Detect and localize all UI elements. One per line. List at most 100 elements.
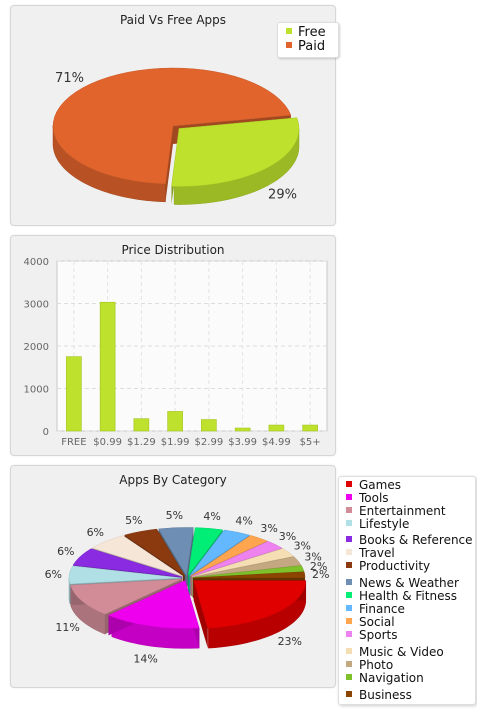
chart-title: Apps By Category: [119, 473, 227, 487]
y-tick-label: 2000: [24, 342, 49, 353]
legend-item-entertainment: Entertainment: [346, 505, 446, 518]
legend-label: Health & Fitness: [359, 589, 457, 603]
pie-data-label: 4%: [203, 510, 220, 523]
legend-swatch: [346, 631, 352, 637]
chart-title: Price Distribution: [121, 243, 225, 257]
bar-free: [66, 356, 82, 432]
x-tick-label: $2.99: [195, 437, 224, 448]
pie-slice-entertainment: [70, 578, 182, 615]
legend-item-finance: Finance: [346, 603, 405, 616]
pie-slice-navigation: [192, 565, 305, 578]
legend-label: Games: [359, 478, 401, 492]
x-tick-label: FREE: [61, 437, 86, 448]
x-tick-label: $5+: [300, 437, 321, 448]
pie-slice-travel: [91, 535, 184, 577]
x-tick-label: $1.29: [127, 437, 156, 448]
legend-label: Navigation: [359, 671, 424, 685]
bar-5: [302, 424, 318, 432]
pie-slice-sports: [191, 541, 283, 577]
pie-slice-finance: [189, 529, 251, 576]
legend-item-sports: Sports: [346, 629, 397, 642]
paid-free-pie-chart: 29% 71%: [52, 67, 300, 205]
legend-swatch: [346, 481, 352, 487]
legend-label: Business: [359, 688, 412, 702]
price-bar-chart: 0 1000 2000 3000 4000 FREE $0.99 $1.29 $1.99 $2.9…: [24, 257, 328, 448]
legend-swatch: [346, 536, 352, 542]
legend-swatch: [346, 674, 352, 680]
legend-label: Entertainment: [359, 504, 446, 518]
legend-label: Travel: [359, 546, 395, 560]
paid-free-legend: Free Paid: [277, 22, 339, 58]
y-tick-label: 1000: [24, 385, 49, 396]
pie-data-label: 29%: [268, 187, 297, 202]
legend-item-lifestyle: Lifestyle: [346, 518, 409, 531]
legend-label: Free: [298, 25, 326, 40]
legend-item-tools: Tools: [346, 492, 389, 505]
pie-data-label: 6%: [45, 568, 62, 581]
legend-swatch: [346, 605, 352, 611]
y-tick-label: 0: [43, 427, 49, 438]
legend-label: Books & Reference: [359, 533, 473, 547]
legend-swatch: [346, 562, 352, 568]
bar-1-29: [133, 418, 150, 432]
legend-label: Finance: [359, 602, 405, 616]
pie-data-label: 11%: [55, 621, 79, 634]
legend-swatch: [346, 648, 352, 654]
x-tick-label: $3.99: [228, 437, 257, 448]
pie-slice-photo: [192, 556, 302, 578]
pie-data-label: 23%: [278, 635, 302, 648]
legend-label: Productivity: [359, 559, 431, 573]
legend-item-navigation: Navigation: [346, 672, 424, 685]
legend-item-business: Business: [346, 689, 412, 702]
legend-swatch: [346, 579, 352, 585]
pie-slice-health-fitness: [187, 527, 224, 576]
pie-slice-tools: [107, 580, 200, 629]
pie-data-label: 3%: [294, 540, 311, 553]
bar-2-99: [201, 419, 217, 432]
bar-0-99: [99, 301, 116, 432]
paid-free-chart-panel: Paid Vs Free Apps 29% 71% Free Paid: [10, 5, 339, 226]
bar-1-99: [167, 411, 183, 432]
pie-data-label: 6%: [57, 545, 74, 558]
pie-data-label: 6%: [87, 526, 104, 539]
legend-label: Tools: [359, 491, 389, 505]
pie-data-label: 71%: [55, 71, 84, 86]
legend-swatch: [286, 42, 292, 48]
pie-slice-wall: [193, 580, 208, 649]
legend-label: Photo: [359, 658, 394, 672]
pie-data-label: 5%: [125, 514, 142, 527]
bar-4-99: [268, 424, 285, 432]
legend-item-music-video: Music & Video: [346, 646, 444, 659]
legend-item-books-reference: Books & Reference: [346, 534, 473, 547]
legend-swatch: [286, 28, 292, 34]
category-chart-panel: Apps By Category 23% 14% 11% 6% 6% 6% 5% 5% 4% 4%…: [10, 465, 336, 688]
legend-swatch: [346, 691, 352, 697]
legend-label: Lifestyle: [359, 517, 410, 531]
y-tick-label: 4000: [24, 257, 49, 268]
pie-slice-social: [190, 535, 268, 577]
pie-data-label: 3%: [260, 522, 277, 535]
legend-swatch: [346, 520, 352, 526]
pie-slice-music-video: [192, 548, 295, 577]
bar-3-99: [234, 427, 251, 432]
y-tick-label: 3000: [24, 300, 49, 311]
pie-data-label: 14%: [133, 652, 157, 665]
legend-swatch: [346, 592, 352, 598]
legend-swatch: [346, 661, 352, 667]
x-tick-label: $1.99: [161, 437, 190, 448]
legend-label: Social: [359, 615, 395, 629]
legend-label: News & Weather: [359, 576, 459, 590]
legend-label: Paid: [298, 39, 326, 54]
pie-slice-wall: [165, 126, 173, 202]
pie-slice-lifestyle: [68, 565, 182, 585]
pie-slice-news-weather: [158, 527, 194, 577]
legend-item-free: Free: [286, 26, 326, 40]
legend-item-games: Games: [346, 479, 401, 492]
chart-title: Paid Vs Free Apps: [119, 13, 227, 27]
pie-data-label: 5%: [166, 509, 183, 522]
category-pie-chart: 23%14%11%6%6%6%5% 5% 4% 4%3%3%3%3%2%2%: [45, 509, 330, 665]
x-tick-label: $4.99: [262, 437, 291, 448]
legend-item-travel: Travel: [346, 547, 395, 560]
pie-slice-productivity: [124, 528, 185, 576]
legend-swatch: [346, 549, 352, 555]
